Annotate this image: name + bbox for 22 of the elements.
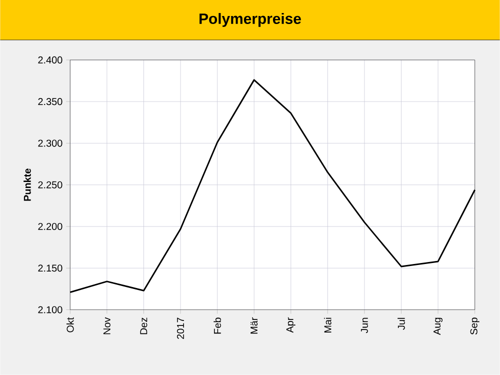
x-tick-label: Apr (286, 318, 296, 333)
x-tick-label: Nov (103, 317, 110, 334)
x-tick-label: Jul (398, 318, 405, 330)
chart-title: Polymerpreise (200, 13, 301, 28)
x-tick-label: Aug (434, 318, 442, 336)
x-tick-label: Feb (214, 318, 221, 334)
line-series (69, 79, 476, 294)
x-tick-label: Okt (66, 317, 74, 332)
x-tick-label: Mai (324, 318, 332, 333)
x-tick-label: 2017 (176, 318, 184, 340)
y-axis-title: Punkte (24, 168, 31, 201)
x-tick-label: Sep (470, 318, 480, 335)
y-tick-label: 2.250 (38, 181, 62, 189)
x-tick-label: Mär (250, 318, 258, 334)
x-tick-label: Dez (140, 318, 148, 334)
y-tick-label: 2.400 (38, 56, 62, 64)
y-tick-label: 2.350 (38, 98, 62, 106)
y-tick-label: 2.300 (38, 140, 62, 147)
y-tick-label: 2.200 (38, 223, 62, 230)
x-tick-label: Jun (360, 318, 368, 334)
y-tick-label: 2.150 (38, 264, 62, 272)
y-tick-label: 2.100 (38, 306, 62, 314)
